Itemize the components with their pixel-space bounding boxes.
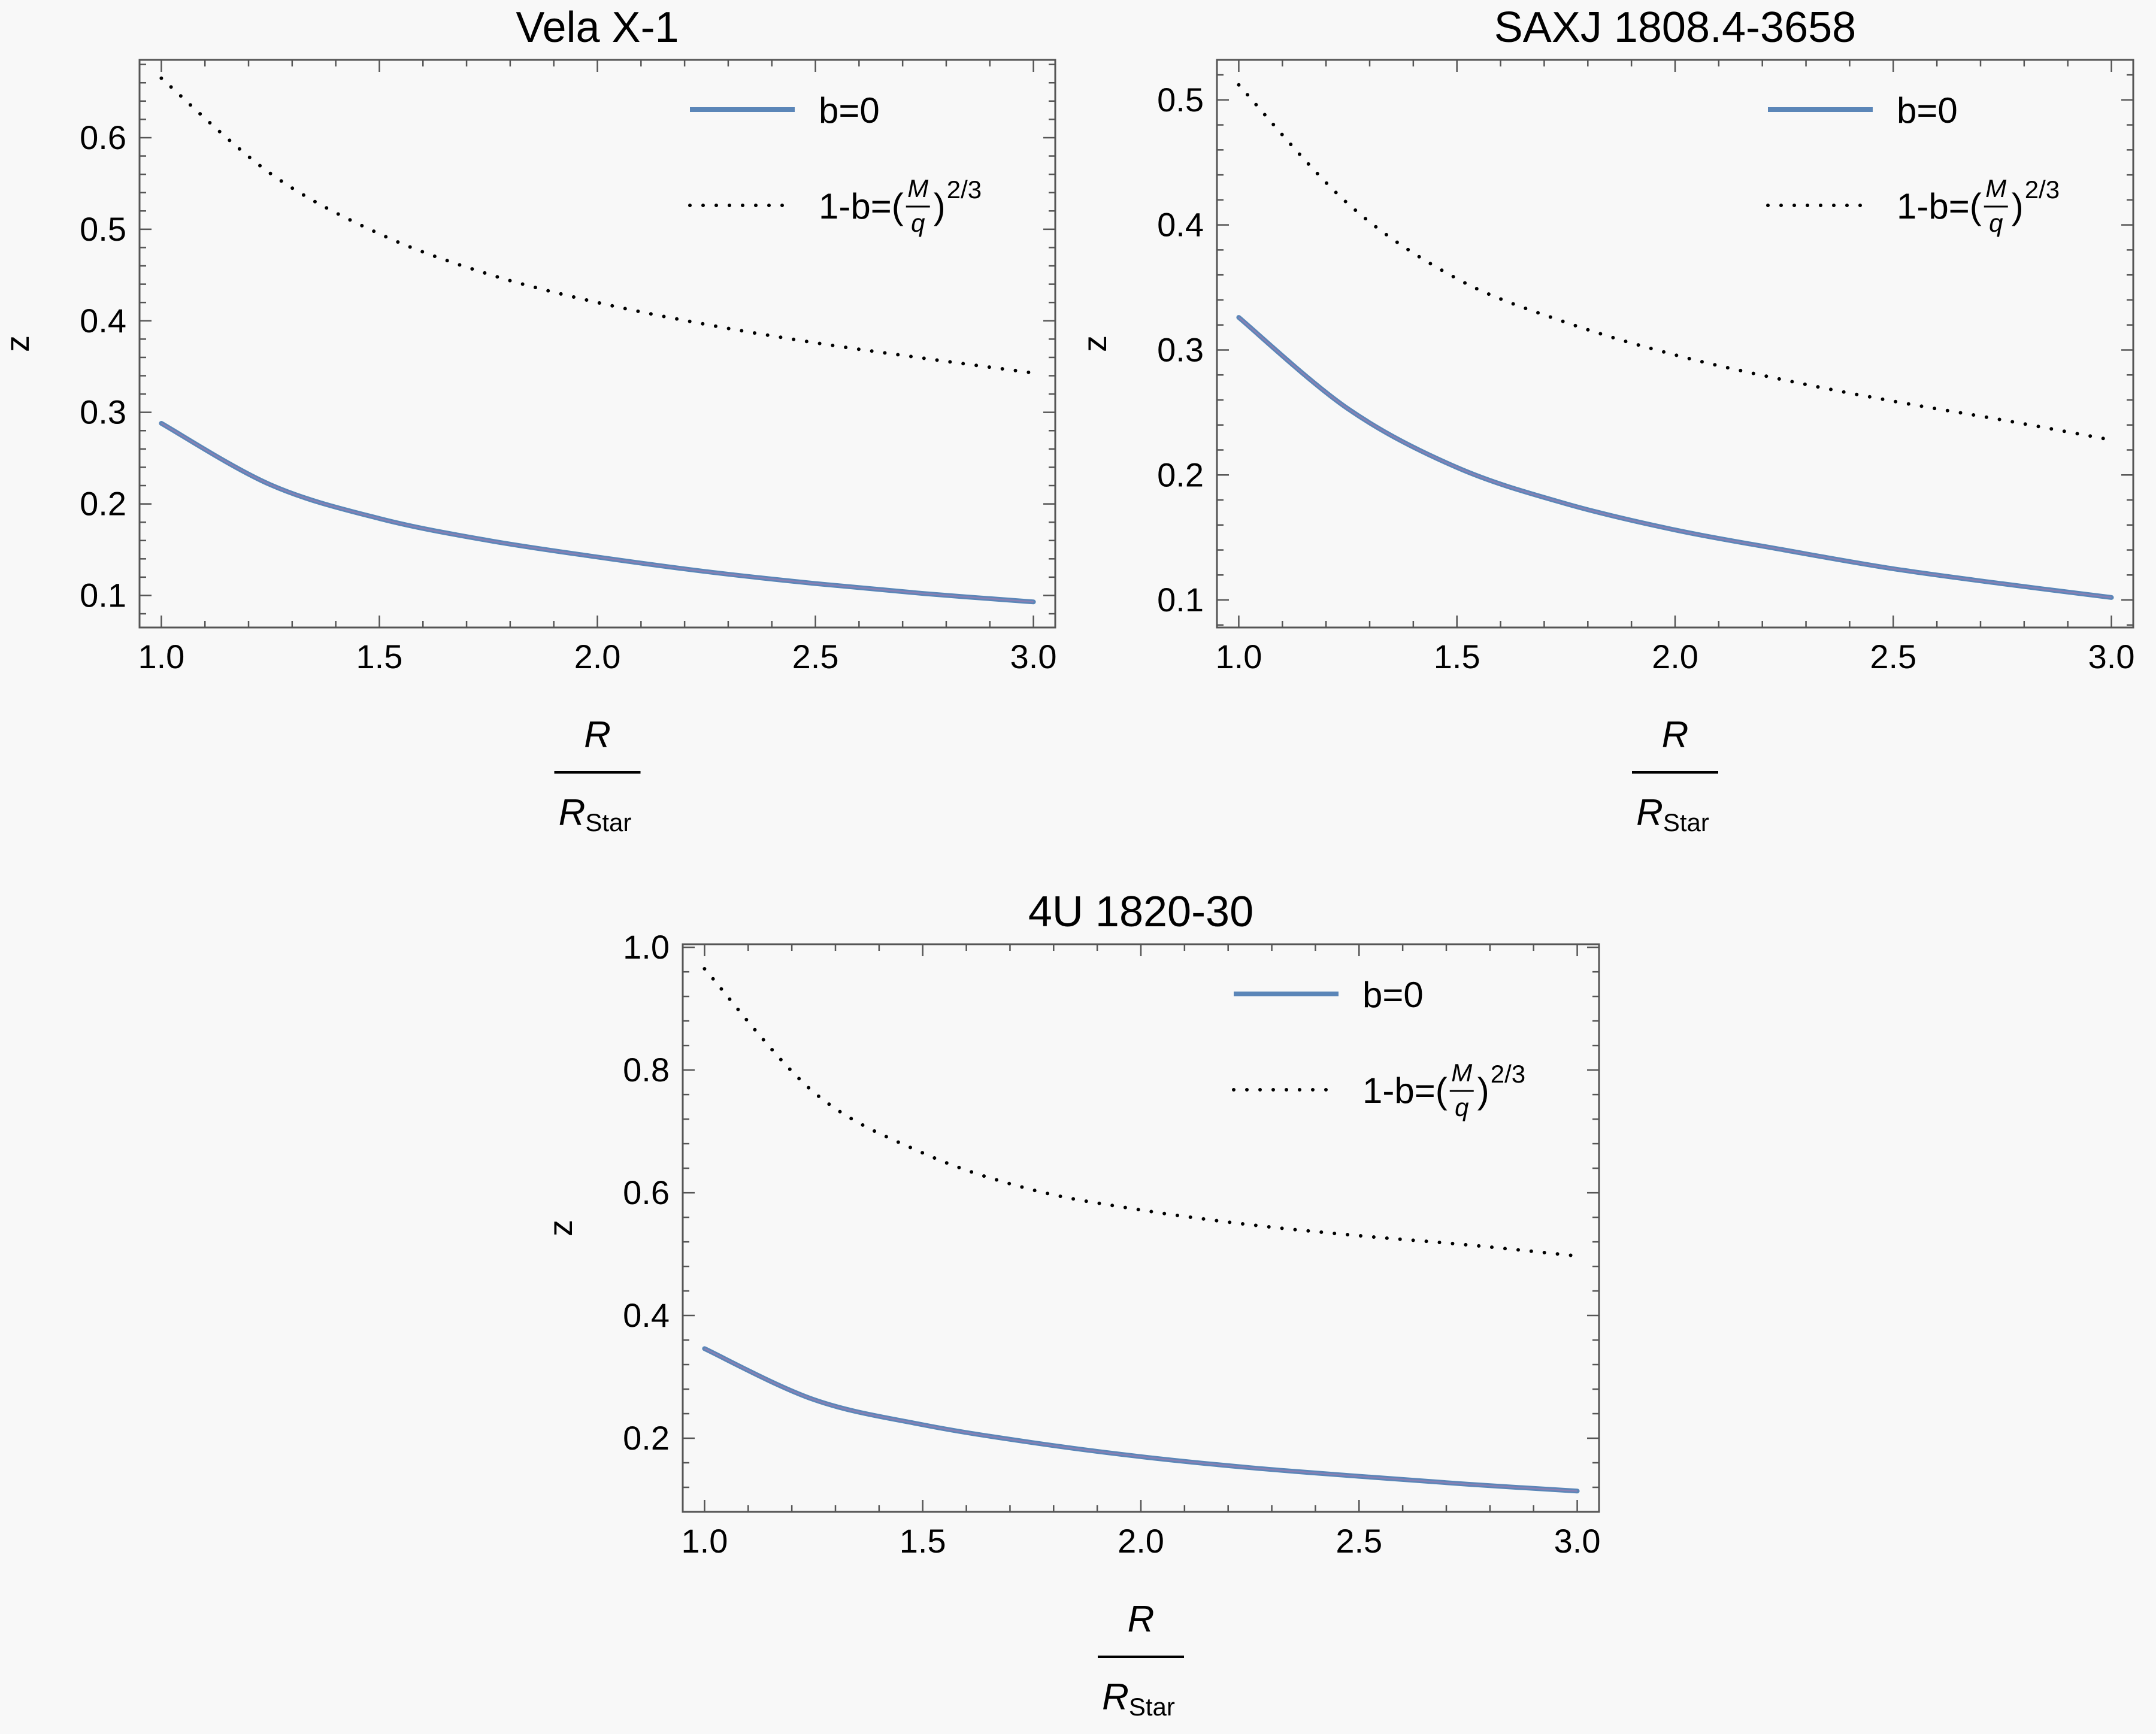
plot-frame: [138, 59, 1056, 629]
series-line-dotted: [702, 967, 1579, 1258]
y-tick-label: 0.5: [80, 210, 126, 248]
legend: b=0 1-b=(Mq) 2/3: [1232, 975, 1525, 1121]
y-tick-label: 0.3: [1157, 331, 1204, 368]
legend: b=0 1-b=(Mq) 2/3: [1766, 90, 2060, 237]
y-tick-label: 1.0: [623, 928, 670, 966]
legend: b=0 1-b=(Mq) 2/3: [688, 90, 982, 237]
x-label-denominator: RStar: [1102, 1677, 1175, 1721]
x-tick-label: 1.0: [681, 1522, 728, 1560]
y-tick-label: 0.2: [1157, 456, 1204, 493]
legend-fraction-numerator: M: [1451, 1059, 1472, 1087]
x-axis-label: R RStar: [1098, 1599, 1184, 1721]
y-tick-label: 0.1: [1157, 581, 1204, 619]
y-tick-label: 0.4: [1157, 206, 1204, 244]
series-line-overlay: [1238, 317, 2112, 599]
legend-label-prefix: 1-b=(: [1897, 186, 1982, 226]
x-label-numerator: R: [1662, 714, 1689, 756]
legend-label-suffix: ): [1477, 1071, 1489, 1111]
legend-label-suffix: ): [934, 186, 946, 226]
legend-label-prefix: 1-b=(: [819, 186, 904, 226]
series-line-overlay: [161, 422, 1034, 603]
legend-fraction-denominator: q: [1455, 1093, 1469, 1121]
legend-fraction-numerator: M: [1985, 174, 2006, 202]
legend-label: b=0: [1897, 90, 1958, 131]
x-tick-label: 1.0: [138, 638, 184, 675]
x-tick-label: 2.5: [1336, 1522, 1382, 1560]
x-axis-label: R RStar: [554, 714, 641, 836]
series-line-dotted: [159, 76, 1035, 375]
y-axis-label: z: [0, 335, 36, 352]
legend-label-exponent: 2/3: [947, 175, 982, 204]
x-tick-label: 2.0: [574, 638, 621, 675]
x-tick-label: 2.5: [792, 638, 839, 675]
series-line-solid: [1236, 315, 2114, 600]
chart-title: 4U 1820-30: [1028, 888, 1253, 936]
x-tick-label: 1.5: [356, 638, 403, 675]
y-tick-label: 0.1: [80, 576, 126, 614]
legend-fraction-numerator: M: [907, 174, 928, 202]
legend-label-exponent: 2/3: [1491, 1060, 1525, 1088]
series-line-solid: [702, 1346, 1580, 1494]
series-line-overlay: [704, 1348, 1577, 1492]
x-tick-label: 1.5: [900, 1522, 946, 1560]
y-tick-label: 0.6: [623, 1174, 670, 1211]
legend-label: b=0: [819, 90, 880, 131]
y-tick-label: 0.2: [80, 485, 126, 523]
y-tick-label: 0.8: [623, 1051, 670, 1089]
y-axis-label: z: [1076, 335, 1113, 352]
y-tick-label: 0.5: [1157, 81, 1204, 119]
y-tick-label: 0.3: [80, 393, 126, 431]
x-label-numerator: R: [584, 714, 611, 756]
plot-frame: [682, 943, 1600, 1513]
legend-label-prefix: 1-b=(: [1362, 1071, 1448, 1111]
y-axis-label: z: [541, 1220, 579, 1236]
y-tick-label: 0.4: [623, 1296, 670, 1334]
legend-label: b=0: [1362, 975, 1424, 1015]
x-tick-label: 2.5: [1870, 638, 1916, 675]
x-label-numerator: R: [1128, 1599, 1155, 1640]
chart-title: Vela X-1: [516, 4, 679, 51]
y-tick-label: 0.2: [623, 1419, 670, 1457]
x-tick-label: 2.0: [1118, 1522, 1164, 1560]
x-tick-label: 3.0: [1010, 638, 1057, 675]
x-tick-label: 1.5: [1434, 638, 1480, 675]
legend-label-exponent: 2/3: [2025, 175, 2060, 204]
chart-title: SAXJ 1808.4-3658: [1494, 4, 1856, 51]
x-axis-label: R RStar: [1632, 714, 1718, 836]
legend-fraction-denominator: q: [911, 209, 925, 237]
x-tick-label: 3.0: [2088, 638, 2135, 675]
legend-label-suffix: ): [2012, 186, 2024, 226]
plot-frame: [1216, 59, 2134, 629]
x-label-denominator: RStar: [559, 792, 632, 836]
y-tick-label: 0.4: [80, 302, 126, 339]
series-line-dotted: [1237, 83, 2113, 442]
chart-panel: SAXJ 1808.4-3658 1.0 1.5 2.0 2.5 3.0 0.1 0.2 0.3…: [1076, 4, 2135, 836]
x-tick-label: 1.0: [1215, 638, 1262, 675]
chart-panel: Vela X-1 1.0 1.5 2.0 2.5 3.0 0.1 0.2 0.3 0.4 0.5 0.…: [0, 4, 1057, 836]
legend-fraction-denominator: q: [1989, 209, 2003, 237]
x-tick-label: 3.0: [1554, 1522, 1601, 1560]
series-line-solid: [159, 421, 1036, 605]
x-label-denominator: RStar: [1636, 792, 1709, 836]
x-tick-label: 2.0: [1652, 638, 1698, 675]
chart-panel: 4U 1820-30 1.0 1.5 2.0 2.5 3.0 0.2 0.4 0.6 0.8 1.0…: [541, 888, 1601, 1721]
y-tick-label: 0.6: [80, 119, 126, 156]
